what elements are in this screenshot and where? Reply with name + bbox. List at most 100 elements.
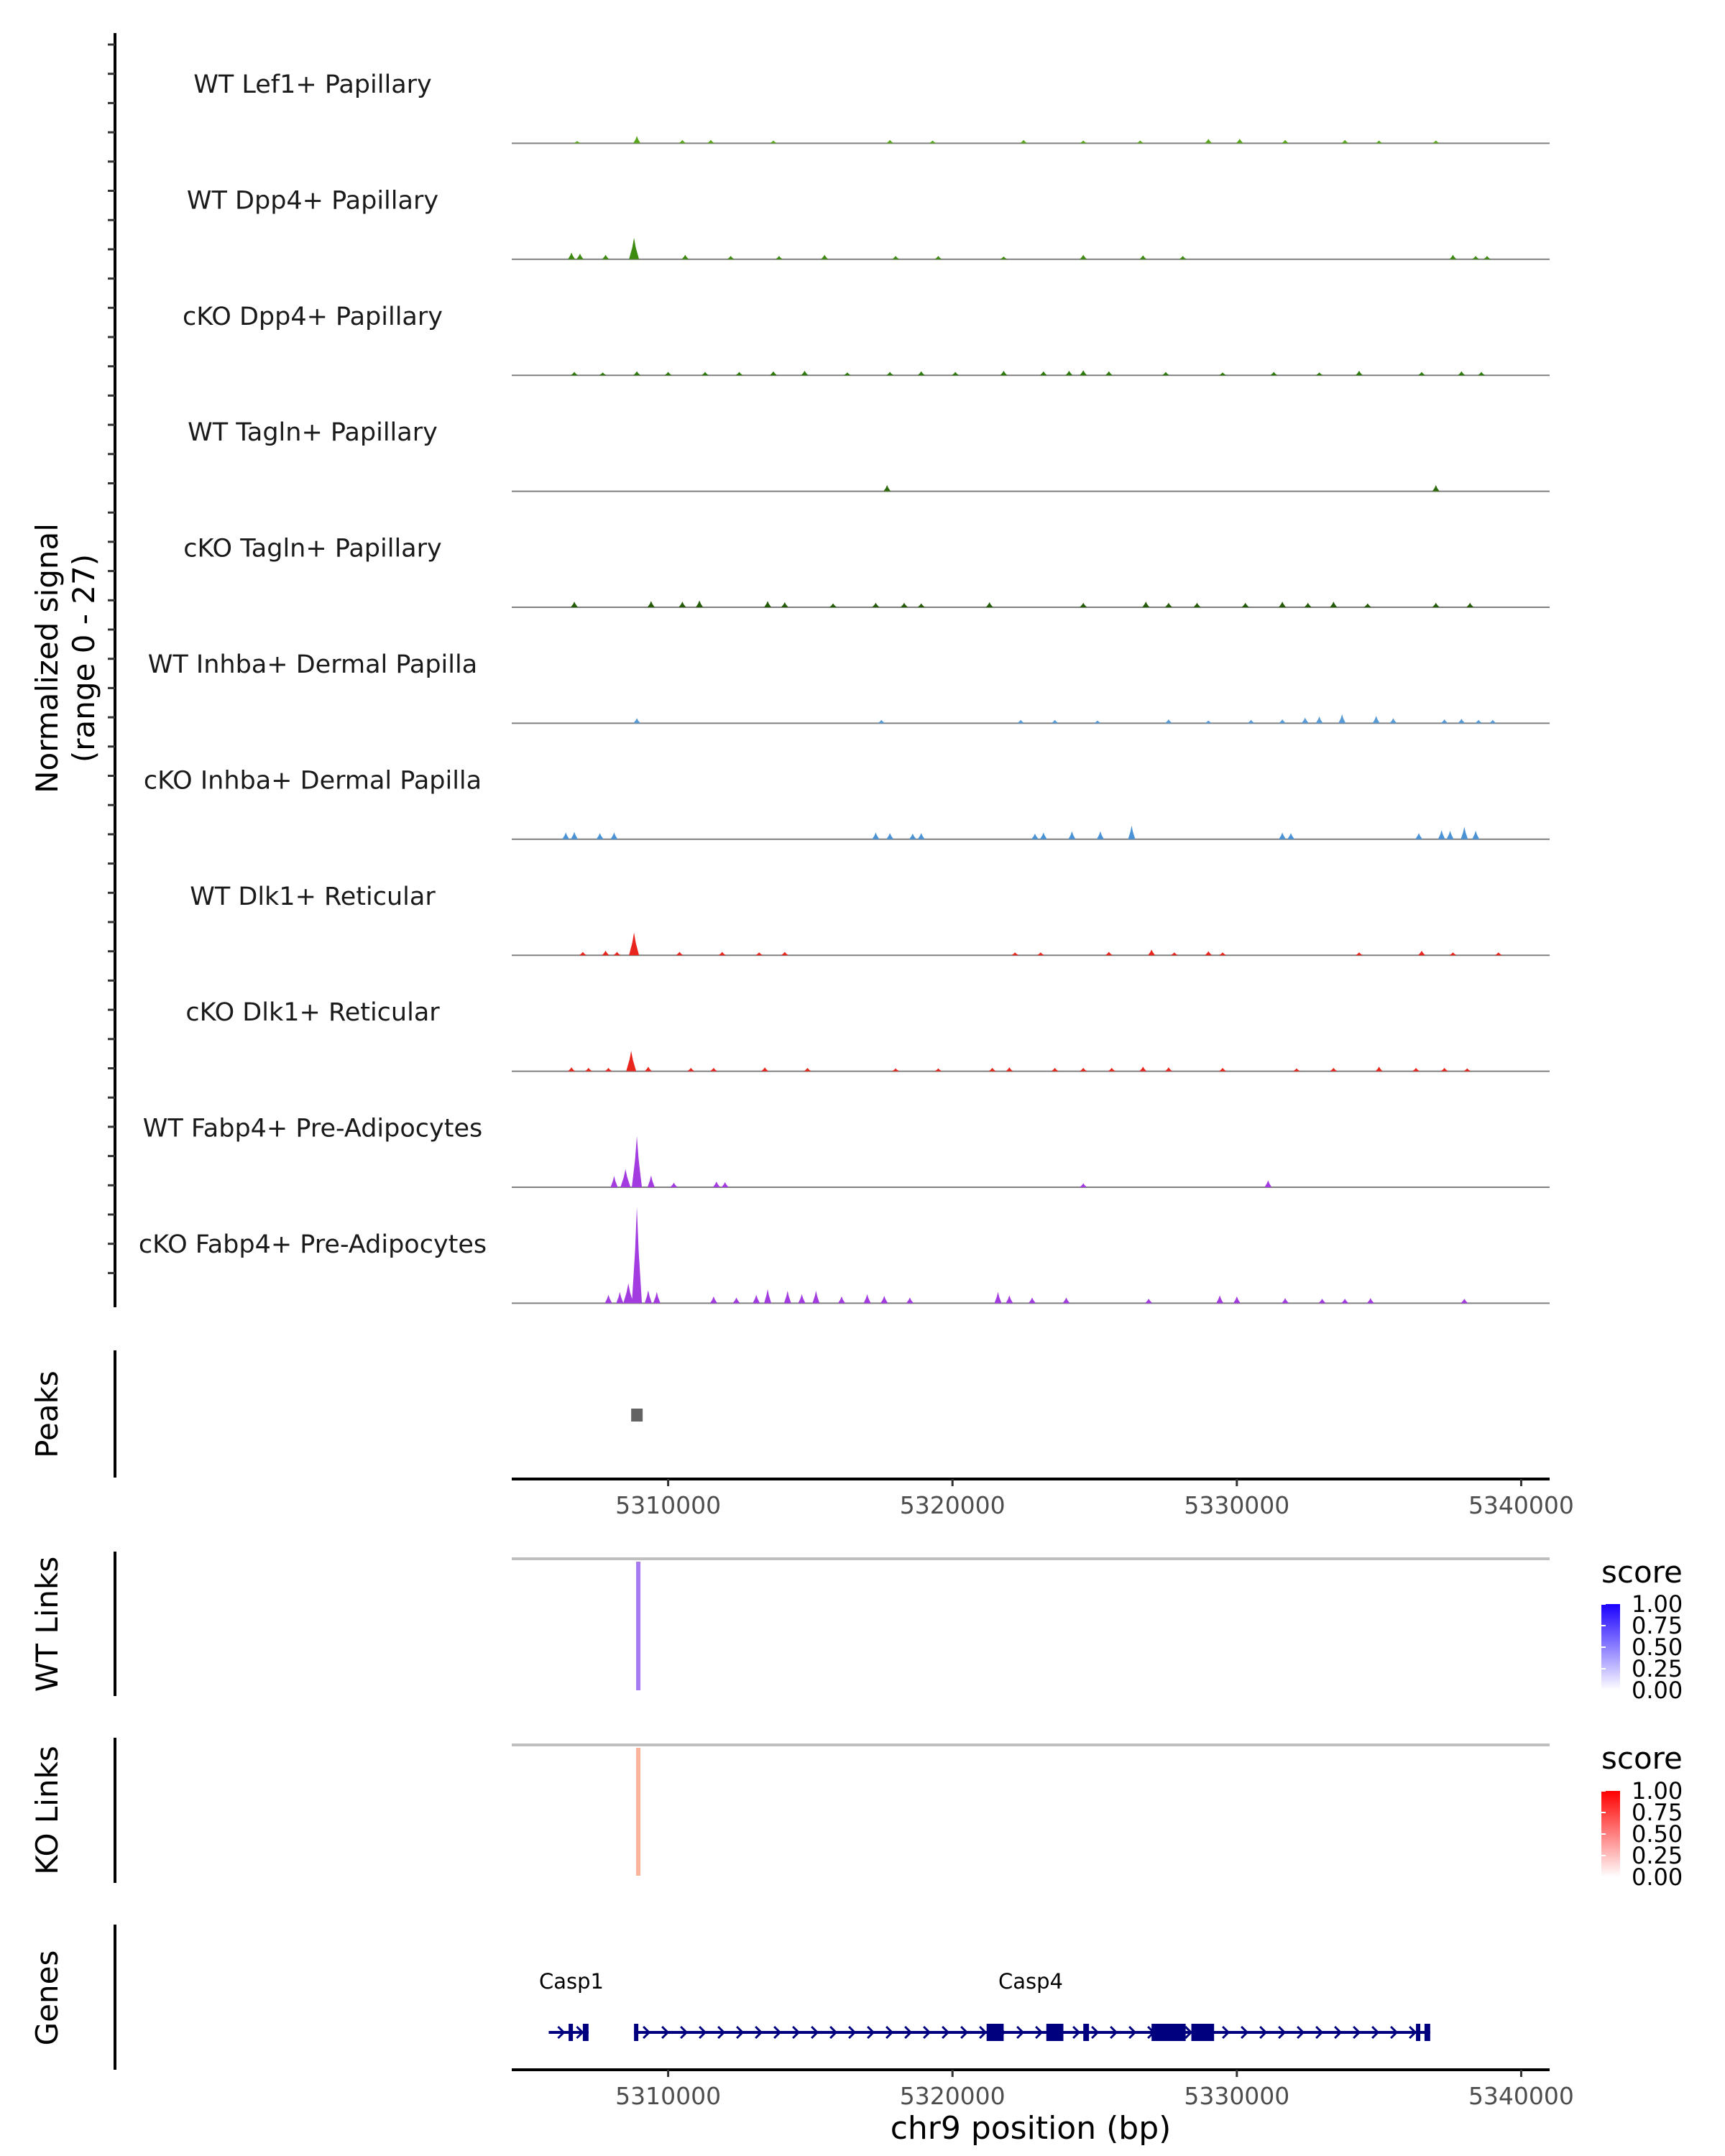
coverage-signal-peak: [1270, 372, 1278, 376]
coverage-signal-peak: [562, 832, 570, 839]
coverage-signal-peak: [781, 602, 788, 607]
coverage-track: WT Fabp4+ Pre-Adipocytes: [143, 1115, 1550, 1188]
strand-arrow: [1110, 2025, 1118, 2040]
coverage-signal-peak: [1438, 830, 1445, 839]
coverage-signal-peak: [613, 952, 621, 956]
gene-label: Casp4: [998, 1969, 1063, 1994]
coverage-signal-peak: [633, 371, 641, 376]
coverage-signal-peak: [629, 932, 640, 956]
gene-model: Casp4: [634, 1969, 1430, 2041]
coverage-ylabel-line1: Normalized signal: [29, 523, 65, 793]
coverage-axis-ticks: [108, 43, 115, 1274]
coverage-signal-peak: [633, 136, 641, 144]
coverage-signal-peak: [1020, 139, 1028, 144]
coverage-signal-peak: [1318, 1299, 1326, 1304]
coverage-signal-peak: [1279, 832, 1287, 839]
coverage-signal-peak: [1164, 602, 1172, 607]
coverage-track-label: cKO Inhba+ Dermal Papilla: [144, 766, 482, 795]
coverage-signal-peak: [1432, 140, 1440, 144]
coverage-track: WT Tagln+ Papillary: [188, 418, 1550, 492]
coverage-signal-peak: [1292, 1068, 1300, 1072]
coverage-signal-peak: [1065, 370, 1073, 376]
coverage-signal-peak: [1205, 720, 1213, 724]
coverage-signal-peak: [1466, 602, 1474, 607]
coverage-signal-peak: [1139, 1067, 1147, 1072]
coverage-signal-peak: [647, 1175, 655, 1187]
coverage-signal-peak: [917, 603, 925, 607]
strand-arrow: [661, 2025, 670, 2040]
strand-arrow: [1315, 2025, 1324, 2040]
coverage-signal-peak: [1417, 950, 1425, 956]
coverage-signal-peak: [1000, 256, 1008, 259]
coverage-signal-peak: [670, 1182, 678, 1187]
coverage-panel: Normalized signal (range 0 - 27) WT Lef1…: [29, 33, 1550, 1307]
coverage-signal-peak: [604, 1067, 612, 1072]
coverage-signal-peak: [1028, 1297, 1036, 1304]
coverage-signal-peak: [1363, 603, 1371, 607]
strand-arrow: [1278, 2025, 1287, 2040]
coverage-signal-peak: [702, 372, 709, 376]
coverage-signal-peak: [732, 1297, 740, 1304]
coverage-signal-peak: [1330, 1067, 1338, 1072]
coverage-signal-peak: [1179, 256, 1187, 259]
coverage-signal-peak: [886, 139, 894, 144]
peaks-panel: Peaks 5310000 5320000 5330000 5340000: [29, 1350, 1574, 1519]
coverage-track-label: cKO Dlk1+ Reticular: [185, 998, 440, 1027]
coverage-signal-peak: [1264, 1180, 1272, 1187]
coverage-signal-peak: [783, 1291, 791, 1304]
wt-links-label: WT Links: [29, 1557, 65, 1692]
coverage-signal-peak: [1341, 139, 1349, 144]
coverage-signal-peak: [1080, 254, 1087, 259]
coverage-signal-peak: [1031, 833, 1039, 839]
coverage-signal-peak: [678, 602, 686, 607]
gene-exon: [634, 2024, 639, 2041]
coverage-signal-peak: [1282, 139, 1289, 144]
coverage-signal-peak: [1139, 255, 1147, 259]
coverage-signal-peak: [1301, 717, 1309, 724]
coverage-signal-peak: [1051, 1067, 1059, 1072]
coverage-signal-peak: [1279, 719, 1287, 724]
coverage-signal-peak: [1375, 140, 1383, 144]
coverage-signal-peak: [678, 139, 686, 144]
wt-links-panel: WT Links score 1.000.750.500.250.00: [29, 1552, 1683, 1704]
genes-panel-label: Genes: [29, 1950, 65, 2046]
strand-arrow: [576, 2025, 584, 2040]
coverage-track-label: WT Lef1+ Papillary: [193, 70, 432, 99]
genes-x-tick-label: 5320000: [900, 2082, 1006, 2110]
gene-exon: [569, 2024, 574, 2041]
coverage-tracks: WT Lef1+ Papillary WT Dpp4+ Papillary cKO …: [139, 70, 1550, 1304]
coverage-signal-peak: [1233, 1296, 1241, 1304]
coverage-signal-peak: [596, 833, 604, 839]
legend-tick-label: 0.00: [1632, 1677, 1683, 1704]
strand-arrow: [886, 2025, 894, 2040]
coverage-signal-peak: [1415, 833, 1423, 839]
coverage-signal-peak: [1472, 256, 1480, 259]
peak-region: [631, 1409, 643, 1422]
coverage-signal-peak: [1475, 719, 1483, 724]
coverage-signal-peak: [761, 1067, 769, 1072]
coverage-signal-peak: [1080, 140, 1087, 144]
coverage-signal-peak: [712, 1181, 720, 1187]
coverage-signal-peak: [829, 603, 837, 607]
coverage-signal-peak: [709, 1296, 717, 1304]
peaks-x-tick-label: 5340000: [1468, 1491, 1574, 1519]
strand-arrow: [960, 2025, 969, 2040]
coverage-track: WT Dpp4+ Papillary: [187, 186, 1550, 260]
ko-links-label: KO Links: [29, 1746, 65, 1875]
coverage-signal-peak: [1145, 1299, 1153, 1304]
gene-marks: Casp1 Casp4: [539, 1969, 1430, 2041]
coverage-signal-peak: [1440, 719, 1448, 724]
coverage-signal-peak: [727, 256, 735, 259]
strand-arrow: [1297, 2025, 1305, 2040]
coverage-signal-peak: [1463, 1068, 1471, 1072]
wt-score-legend-title: score: [1601, 1554, 1683, 1590]
coverage-signal-peak: [644, 1067, 652, 1072]
coverage-signal-peak: [1216, 1295, 1224, 1304]
coverage-signal-peak: [1205, 139, 1213, 144]
coverage-signal-peak: [576, 253, 584, 259]
ko-score-legend-title: score: [1601, 1741, 1683, 1776]
coverage-signal-peak: [604, 1294, 612, 1304]
gene-exon: [1046, 2024, 1064, 2041]
